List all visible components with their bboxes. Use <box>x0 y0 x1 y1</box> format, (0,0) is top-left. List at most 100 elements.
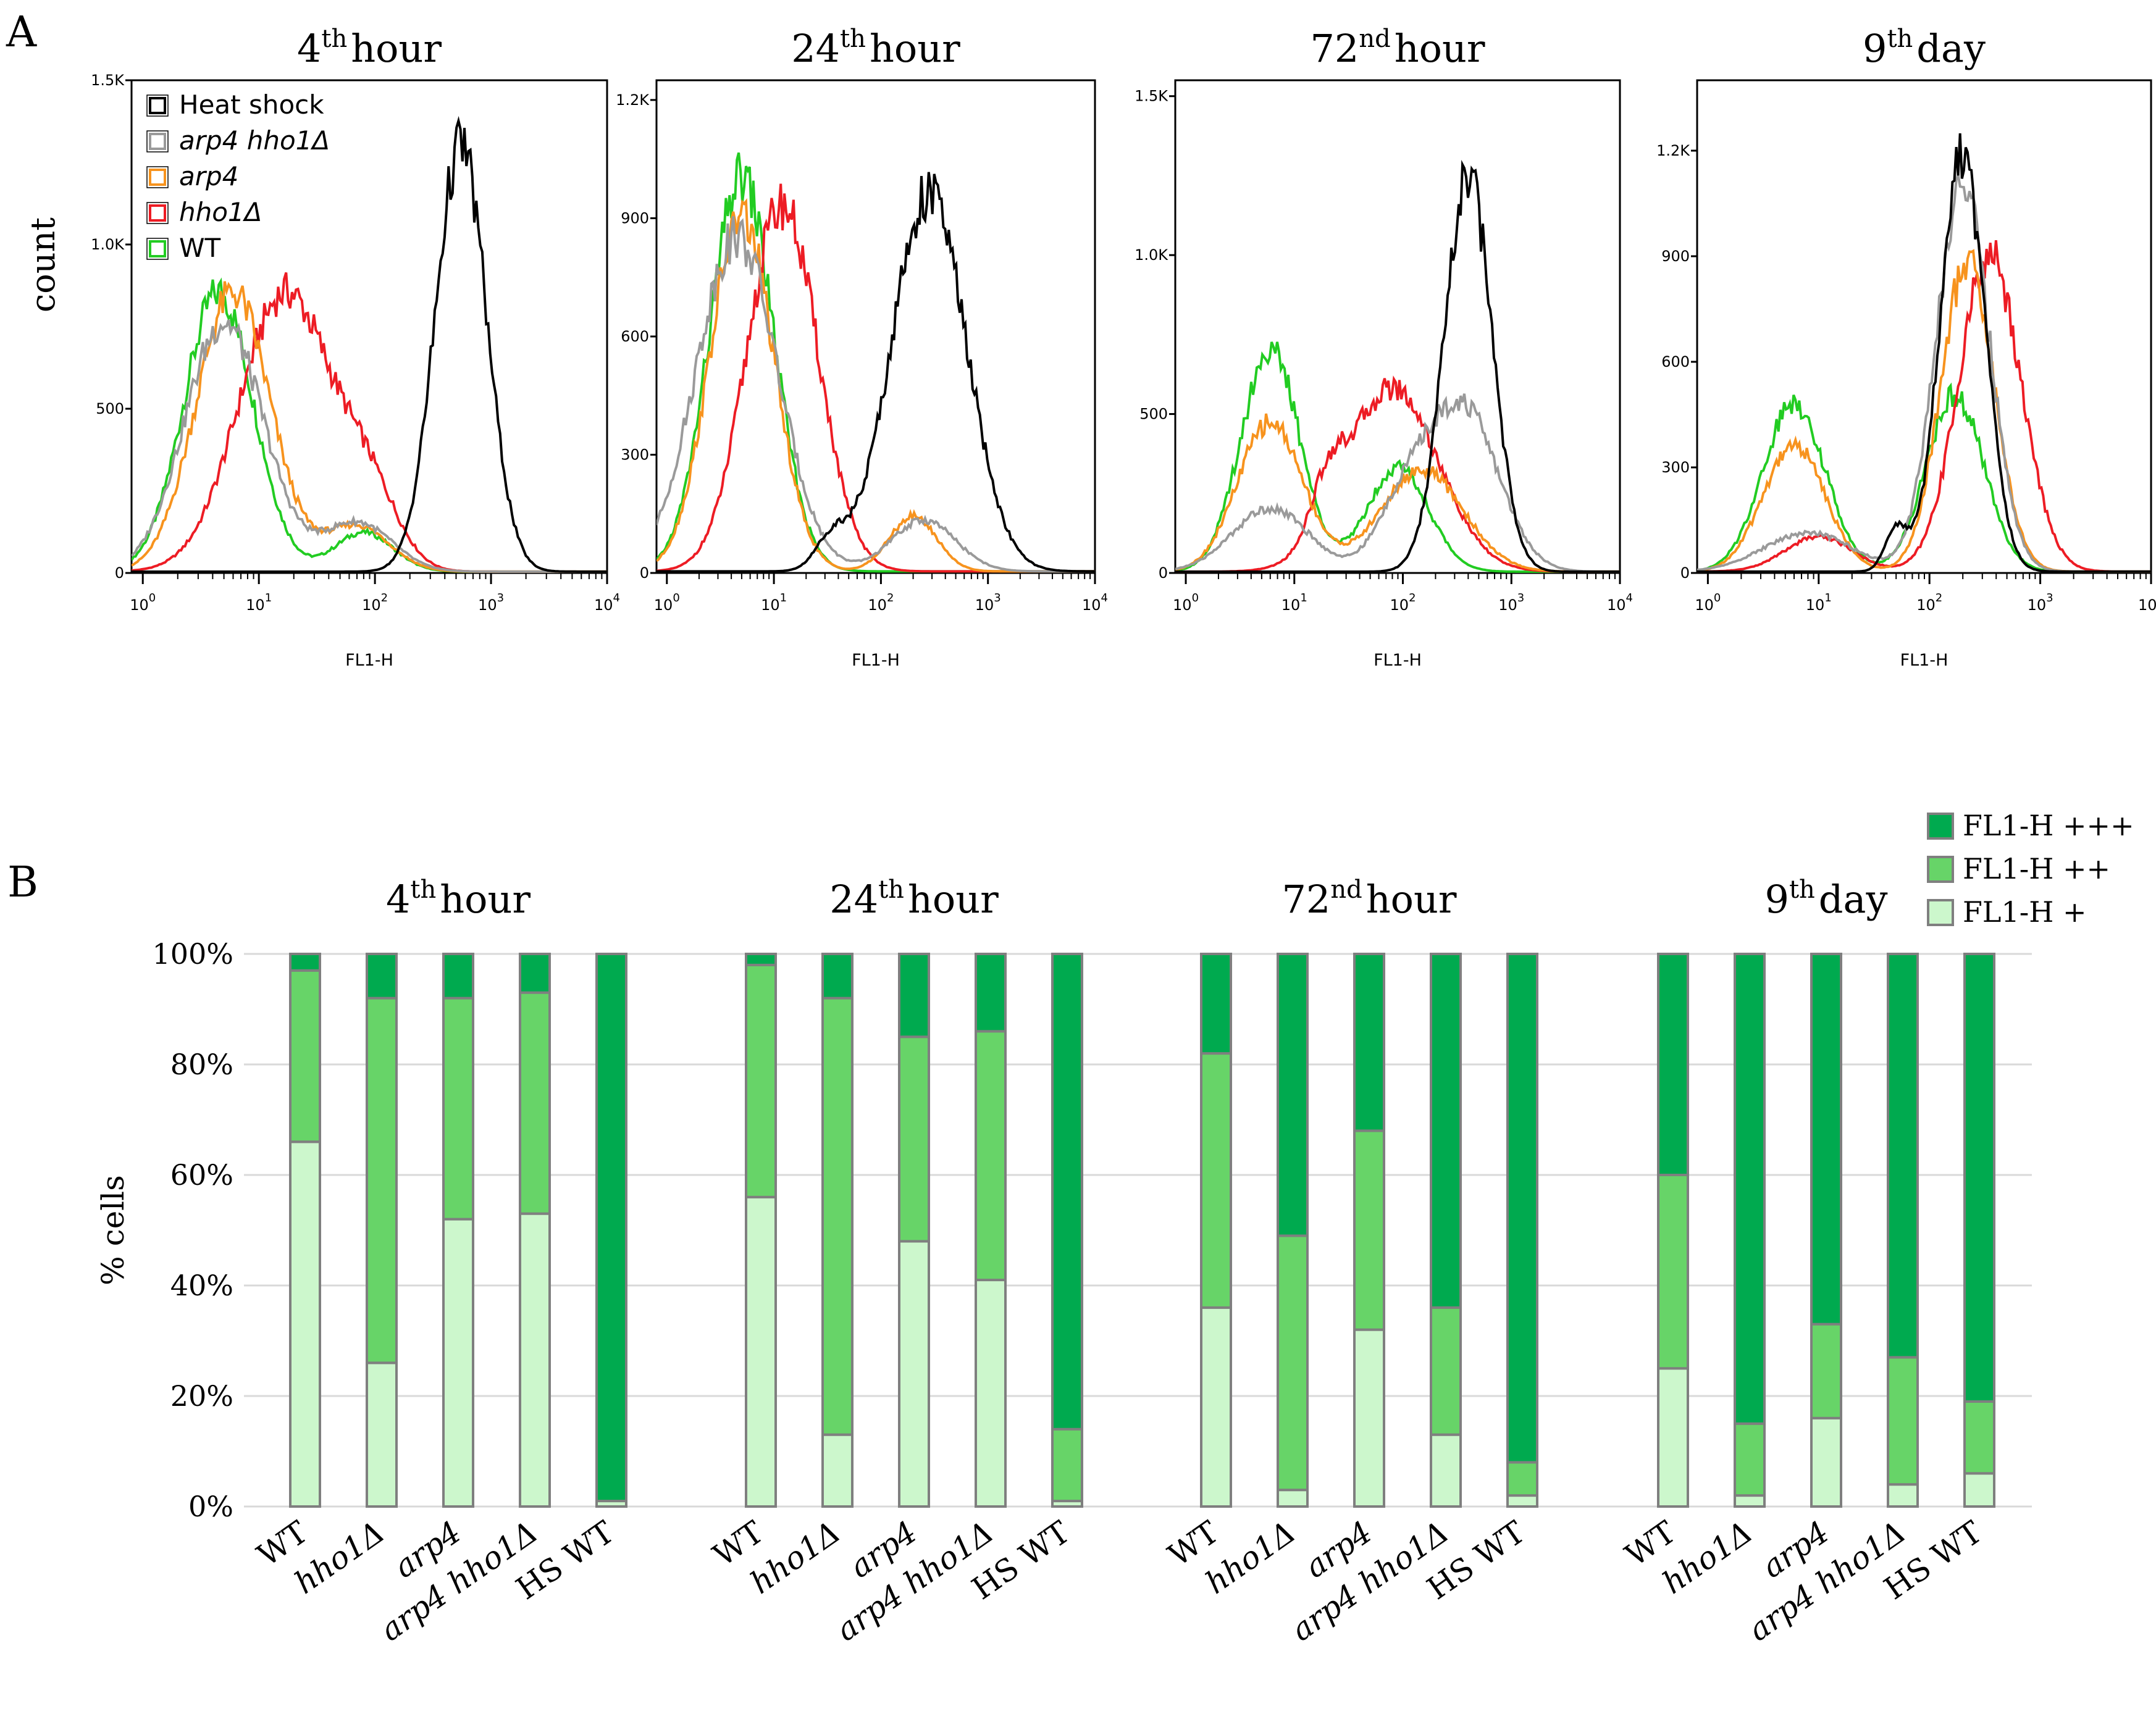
x-tick-exponent: 2 <box>887 591 894 604</box>
x-tick-base: 10 <box>478 596 497 614</box>
bar-segment <box>821 997 854 1436</box>
subplot-frame <box>1696 79 2152 574</box>
bar-segment <box>1200 1306 1232 1508</box>
category-label: hho1Δ <box>1199 1514 1302 1601</box>
category-label: hho1Δ <box>288 1514 391 1601</box>
bar-segment <box>1506 1461 1538 1497</box>
x-tick-base: 10 <box>594 596 613 614</box>
histogram-line <box>1175 159 1620 573</box>
subplot-title-suffix: th <box>321 25 347 53</box>
y-tick-label: 300 <box>621 446 649 463</box>
bar-segment <box>1051 1427 1083 1503</box>
bar-segment <box>1810 1416 1842 1508</box>
bar-segment <box>975 1279 1007 1508</box>
bar-segment <box>595 953 627 1503</box>
bar-segment <box>821 1433 854 1508</box>
subplot-title-unit: day <box>1916 26 1986 71</box>
subplot-title-unit: hour <box>870 26 960 71</box>
x-tick-base: 10 <box>1281 596 1301 614</box>
x-tick-label: 104 <box>1607 591 1633 614</box>
legend-swatch <box>1927 856 1954 883</box>
x-tick-base: 10 <box>1806 596 1825 614</box>
x-tick-base: 10 <box>1498 596 1517 614</box>
bar-segment <box>745 953 777 966</box>
histogram-line <box>1697 133 2151 573</box>
group-title: 72ndhour <box>1281 876 1456 922</box>
subplot-title: 9thday <box>1863 25 1986 71</box>
group-title-unit: hour <box>908 877 999 922</box>
bar-segment <box>289 1140 321 1508</box>
legend-swatch <box>149 133 166 150</box>
y-tick-label: 0% <box>188 1490 233 1523</box>
legend-label: arp4 hho1Δ <box>179 125 330 156</box>
histogram-line <box>132 281 607 573</box>
x-axis-label: FL1-H <box>1374 651 1422 670</box>
y-tick-label: 20% <box>170 1379 233 1413</box>
x-tick-base: 10 <box>1607 596 1626 614</box>
x-tick-exponent: 4 <box>613 591 620 604</box>
subplot-frame <box>1174 79 1621 574</box>
x-tick-label: 103 <box>478 591 504 614</box>
legend-swatch <box>149 204 166 222</box>
x-tick-exponent: 3 <box>497 591 504 604</box>
y-axis-label: % cells <box>95 1175 131 1285</box>
legend-swatch <box>149 169 166 186</box>
bar-segment <box>442 953 474 1000</box>
legend-label: WT <box>179 233 221 263</box>
bar-segment <box>1430 953 1462 1309</box>
y-tick-label: 300 <box>1661 459 1690 476</box>
x-tick-base: 10 <box>975 596 994 614</box>
histogram-line <box>656 152 1095 573</box>
y-tick-label: 500 <box>1139 406 1168 423</box>
bar-segment <box>519 991 551 1215</box>
x-tick-exponent: 2 <box>381 591 388 604</box>
x-tick-exponent: 1 <box>1300 591 1307 604</box>
category-label: hho1Δ <box>1656 1514 1759 1601</box>
bar-segment <box>1887 953 1919 1359</box>
bar-segment <box>1506 953 1538 1464</box>
bar-segment <box>1657 953 1689 1176</box>
bar-segment <box>289 969 321 1143</box>
histogram-line <box>1697 240 2151 573</box>
bar-legend: FL1-H +++ FL1-H ++ FL1-H + <box>1927 809 2134 929</box>
bar-segment <box>1963 953 1995 1403</box>
bar-segment <box>1506 1494 1538 1508</box>
x-tick-exponent: 1 <box>265 591 272 604</box>
subplot-title-number: 4 <box>297 26 321 71</box>
y-axis-label: count <box>23 217 62 312</box>
x-axis-label: FL1-H <box>345 651 393 670</box>
bar-segment <box>1810 1323 1842 1419</box>
x-tick-exponent: 0 <box>1714 591 1721 604</box>
x-tick-label: 101 <box>761 591 787 614</box>
panel-b-label: B <box>7 858 38 907</box>
legend-swatch <box>149 97 166 114</box>
bar-segment <box>1353 953 1385 1132</box>
bar-segment <box>1887 1483 1919 1508</box>
histogram-line <box>656 216 1095 573</box>
y-tick-label: 0 <box>1159 564 1168 582</box>
group-title-number: 9 <box>1765 877 1789 922</box>
x-tick-base: 10 <box>1916 596 1936 614</box>
bar-segment <box>519 1212 551 1508</box>
legend-swatch <box>1927 813 1954 840</box>
y-tick-label: 0 <box>115 564 124 582</box>
histogram-legend: Heat shock arp4 hho1Δ arp4 hho1Δ WT <box>146 90 330 263</box>
legend-swatch <box>149 240 166 257</box>
histogram-line <box>1697 173 2151 573</box>
x-tick-label: 100 <box>130 591 156 614</box>
y-tick-label: 0 <box>640 564 649 582</box>
bar-segment <box>1430 1306 1462 1436</box>
subplot-title-number: 24 <box>791 26 840 71</box>
histogram-line <box>656 198 1095 573</box>
x-tick-exponent: 2 <box>1409 591 1416 604</box>
x-tick-exponent: 1 <box>1824 591 1831 604</box>
histogram-line <box>1175 393 1620 573</box>
x-tick-label: 102 <box>1390 591 1416 614</box>
legend-label: arp4 <box>179 161 238 191</box>
bar-segment <box>1734 953 1766 1425</box>
y-tick-label: 600 <box>621 328 649 345</box>
x-tick-base: 10 <box>654 596 673 614</box>
group-title: 4thhour <box>386 876 531 922</box>
